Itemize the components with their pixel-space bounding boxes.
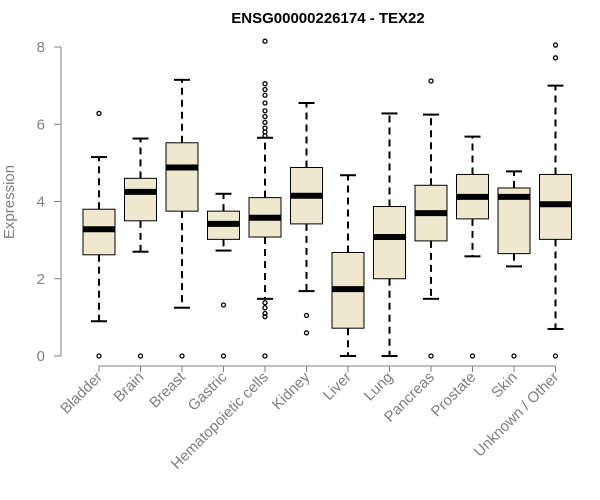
outlier-point [220, 302, 227, 308]
x-tick-label: Brain [111, 369, 148, 406]
iqr-box [165, 142, 199, 212]
outlier-point [262, 92, 268, 98]
y-tick-label: 6 [37, 116, 45, 133]
y-tick-label: 2 [37, 271, 45, 288]
outlier-point [469, 353, 476, 359]
box-pancreas [414, 78, 448, 359]
outlier-point [96, 353, 102, 359]
outlier-point [262, 108, 268, 114]
outlier-point [262, 125, 268, 131]
outlier-point [262, 300, 268, 306]
outlier-point [262, 100, 268, 106]
box-liver [331, 174, 365, 357]
box-hematopoietic-cells [248, 38, 282, 359]
iqr-box [373, 206, 406, 280]
y-tick-label: 4 [37, 194, 45, 211]
outlier-point [552, 353, 559, 359]
box-brain [124, 137, 157, 359]
outlier-point [303, 330, 310, 336]
outlier-point [552, 55, 559, 61]
outlier-point [262, 113, 268, 120]
y-axis: 0 2 4 6 8 [37, 39, 62, 365]
outlier-point [262, 119, 268, 125]
x-tick-label: Bladder [57, 369, 106, 418]
x-tick-label: Skin [488, 369, 521, 402]
outlier-point [262, 81, 268, 87]
x-tick-label: Prostate [428, 369, 480, 421]
outlier-point [428, 353, 434, 359]
box-kidney [290, 102, 323, 336]
outlier-point [179, 353, 185, 359]
outlier-point [428, 78, 434, 84]
outlier-point [262, 313, 268, 320]
x-tick-label: Liver [320, 369, 355, 404]
box-skin [497, 170, 531, 359]
outlier-point [220, 353, 227, 359]
outlier-point [262, 353, 268, 359]
outlier-point [262, 38, 268, 44]
x-tick-label: Breast [146, 368, 189, 411]
box-breast [165, 78, 199, 359]
x-tick-label: Lung [361, 369, 397, 405]
outlier-point [303, 312, 310, 319]
outlier-point [511, 353, 517, 359]
iqr-box [124, 177, 157, 222]
box-bladder [82, 110, 116, 359]
outlier-point [262, 305, 268, 311]
x-tick-label: Kidney [269, 368, 314, 413]
outlier-point [137, 353, 144, 359]
box-gastric [207, 192, 240, 359]
y-tick-label: 8 [37, 39, 45, 56]
box-unknown-other [539, 42, 572, 359]
outlier-point [552, 42, 559, 48]
box-prostate [456, 135, 489, 359]
chart-title: ENSG00000226174 - TEX22 [231, 10, 424, 27]
outlier-point [96, 110, 102, 117]
box-lung [373, 112, 406, 357]
box-series [82, 38, 572, 359]
y-tick-label: 0 [37, 348, 45, 365]
outlier-point [262, 310, 268, 317]
y-axis-label: Expression [1, 165, 18, 239]
outlier-point [262, 86, 268, 93]
